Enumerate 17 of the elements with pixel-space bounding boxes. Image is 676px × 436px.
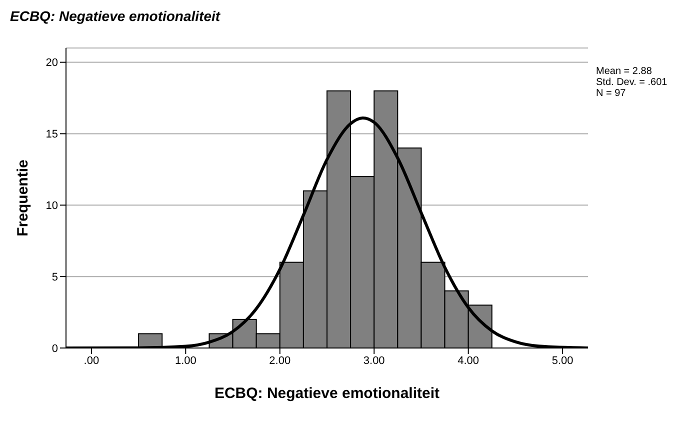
y-tick-label: 10 <box>46 200 58 212</box>
x-tick-label: 4.00 <box>458 354 480 367</box>
x-tick-label: 3.00 <box>363 354 385 367</box>
x-tick-label: .00 <box>84 354 100 367</box>
y-tick-label: 0 <box>52 342 58 355</box>
chart-title: ECBQ: Negatieve emotionaliteit <box>10 8 220 24</box>
x-tick-label: 1.00 <box>174 354 196 367</box>
y-tick-label: 5 <box>52 271 58 284</box>
y-axis-title: Frequentie <box>14 160 32 236</box>
y-tick-label: 15 <box>46 128 58 141</box>
text: Mean = 2.88 <box>596 66 653 77</box>
y-tick-label: 20 <box>46 57 58 70</box>
x-axis-title: ECBQ: Negatieve emotionaliteit <box>214 385 440 402</box>
text: N = 97 <box>596 88 627 99</box>
x-tick-label: 5.00 <box>552 354 574 367</box>
x-tick-label: 2.00 <box>269 354 291 367</box>
text: Std. Dev. = .601 <box>596 77 668 88</box>
